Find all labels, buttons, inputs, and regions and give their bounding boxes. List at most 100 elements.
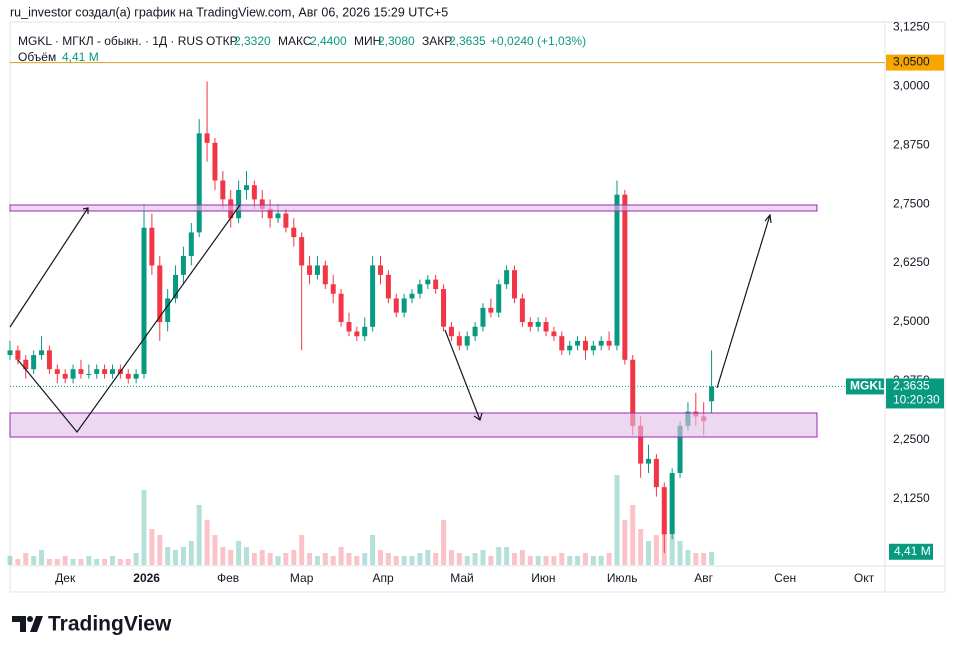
candle-body <box>677 425 683 474</box>
volume-bar <box>417 553 423 565</box>
volume-bar <box>448 550 454 565</box>
candle-body <box>165 298 171 323</box>
legend-volume-label: Объём <box>18 50 56 64</box>
volume-bar <box>512 553 518 565</box>
candle-body <box>62 373 68 379</box>
candle-body <box>441 289 447 327</box>
trend-line <box>17 204 241 433</box>
x-tick-label: Авг <box>694 571 713 585</box>
candle-body <box>433 279 439 290</box>
volume-bar <box>551 556 557 565</box>
volume-bar <box>456 553 462 565</box>
candle-body <box>551 331 557 337</box>
x-tick-label: Дек <box>55 571 76 585</box>
volume-bar <box>638 529 644 565</box>
volume-bar <box>54 559 60 565</box>
volume-bar <box>133 553 139 565</box>
x-tick-label: Апр <box>373 571 395 585</box>
volume-bar <box>496 547 502 565</box>
candle-body <box>173 274 179 299</box>
trend-arrow <box>9 207 89 328</box>
y-tick-label: 2,2500 <box>893 432 930 446</box>
candle-body <box>338 293 344 323</box>
symbol-badge-text: MGKL <box>850 379 885 393</box>
volume-bar <box>598 556 604 565</box>
volume-bar <box>567 556 573 565</box>
volume-bar <box>102 559 108 565</box>
trend-arrow <box>444 329 481 421</box>
volume-bar <box>338 547 344 565</box>
candle-body <box>15 350 21 360</box>
candle-body <box>575 340 581 346</box>
plot: 2,12502,25002,37502,50002,62502,75002,87… <box>7 19 944 585</box>
arrow-head <box>473 412 483 421</box>
arrow-head <box>764 213 772 224</box>
volume-bar <box>220 547 226 565</box>
candle-body <box>322 265 328 285</box>
volume-bar <box>165 547 171 565</box>
volume-bar <box>125 559 131 565</box>
volume-bar <box>606 553 612 565</box>
candle-body <box>23 359 29 370</box>
volume-bar <box>582 553 588 565</box>
volume-bar <box>362 553 368 565</box>
candle-body <box>94 369 100 374</box>
volume-bar <box>527 556 533 565</box>
candle-body <box>519 298 525 323</box>
legend-high-label: МАКС <box>278 34 312 48</box>
logo: TradingView <box>12 613 172 636</box>
trend-arrow <box>716 214 771 389</box>
legend-open: 2,3320 <box>234 34 271 48</box>
legend-symbol: MGKL · МГКЛ - обыкн. · 1Д · RUS <box>18 34 203 48</box>
candle-body <box>567 345 573 351</box>
volume-bar <box>299 535 305 565</box>
candle-body <box>417 284 423 294</box>
candle-body <box>307 265 313 275</box>
volume-bar <box>330 556 336 565</box>
volume-bar <box>472 553 478 565</box>
legend-close-label: ЗАКР <box>422 34 452 48</box>
volume-bar <box>141 490 147 565</box>
y-tick-label: 2,1250 <box>893 491 930 505</box>
volume-bar <box>575 556 581 565</box>
candle-body <box>425 279 431 285</box>
hline-label-box <box>886 54 944 71</box>
volume-bar <box>354 556 360 565</box>
candle-body <box>401 298 407 313</box>
arrow-head <box>82 207 89 214</box>
volume-bar <box>425 550 431 565</box>
volume-bar <box>669 535 675 565</box>
volume-bar <box>94 559 100 565</box>
x-tick-label: Июль <box>607 571 638 585</box>
volume-bar <box>535 556 541 565</box>
volume-bar <box>228 550 234 565</box>
candle-body <box>267 208 273 219</box>
volume-bar <box>204 520 210 565</box>
x-tick-label: Май <box>450 571 474 585</box>
legend-low: 2,3080 <box>378 34 415 48</box>
candle-body <box>188 232 194 256</box>
volume-bar <box>488 556 494 565</box>
candle-body <box>370 265 376 327</box>
volume-bar <box>614 475 620 565</box>
candle-body <box>409 293 415 299</box>
volume-bar <box>259 550 265 565</box>
candle-body <box>346 322 352 332</box>
y-tick-label: 2,5000 <box>893 314 930 328</box>
volume-bar <box>519 550 525 565</box>
volume-bar <box>677 541 683 565</box>
volume-bar <box>346 553 352 565</box>
volume-bar <box>559 553 565 565</box>
candle-body <box>7 350 13 356</box>
candle-body <box>196 133 202 233</box>
candle-body <box>78 369 84 374</box>
candle-body <box>456 336 462 346</box>
volume-bar <box>188 541 194 565</box>
candle-body <box>46 350 52 370</box>
candle-body <box>559 336 565 351</box>
price-badge-text: 2,3635 <box>893 379 930 393</box>
candle-body <box>535 322 541 327</box>
volume-bar <box>401 556 407 565</box>
x-tick-label: Июн <box>531 571 555 585</box>
x-tick-label: Окт <box>854 571 875 585</box>
